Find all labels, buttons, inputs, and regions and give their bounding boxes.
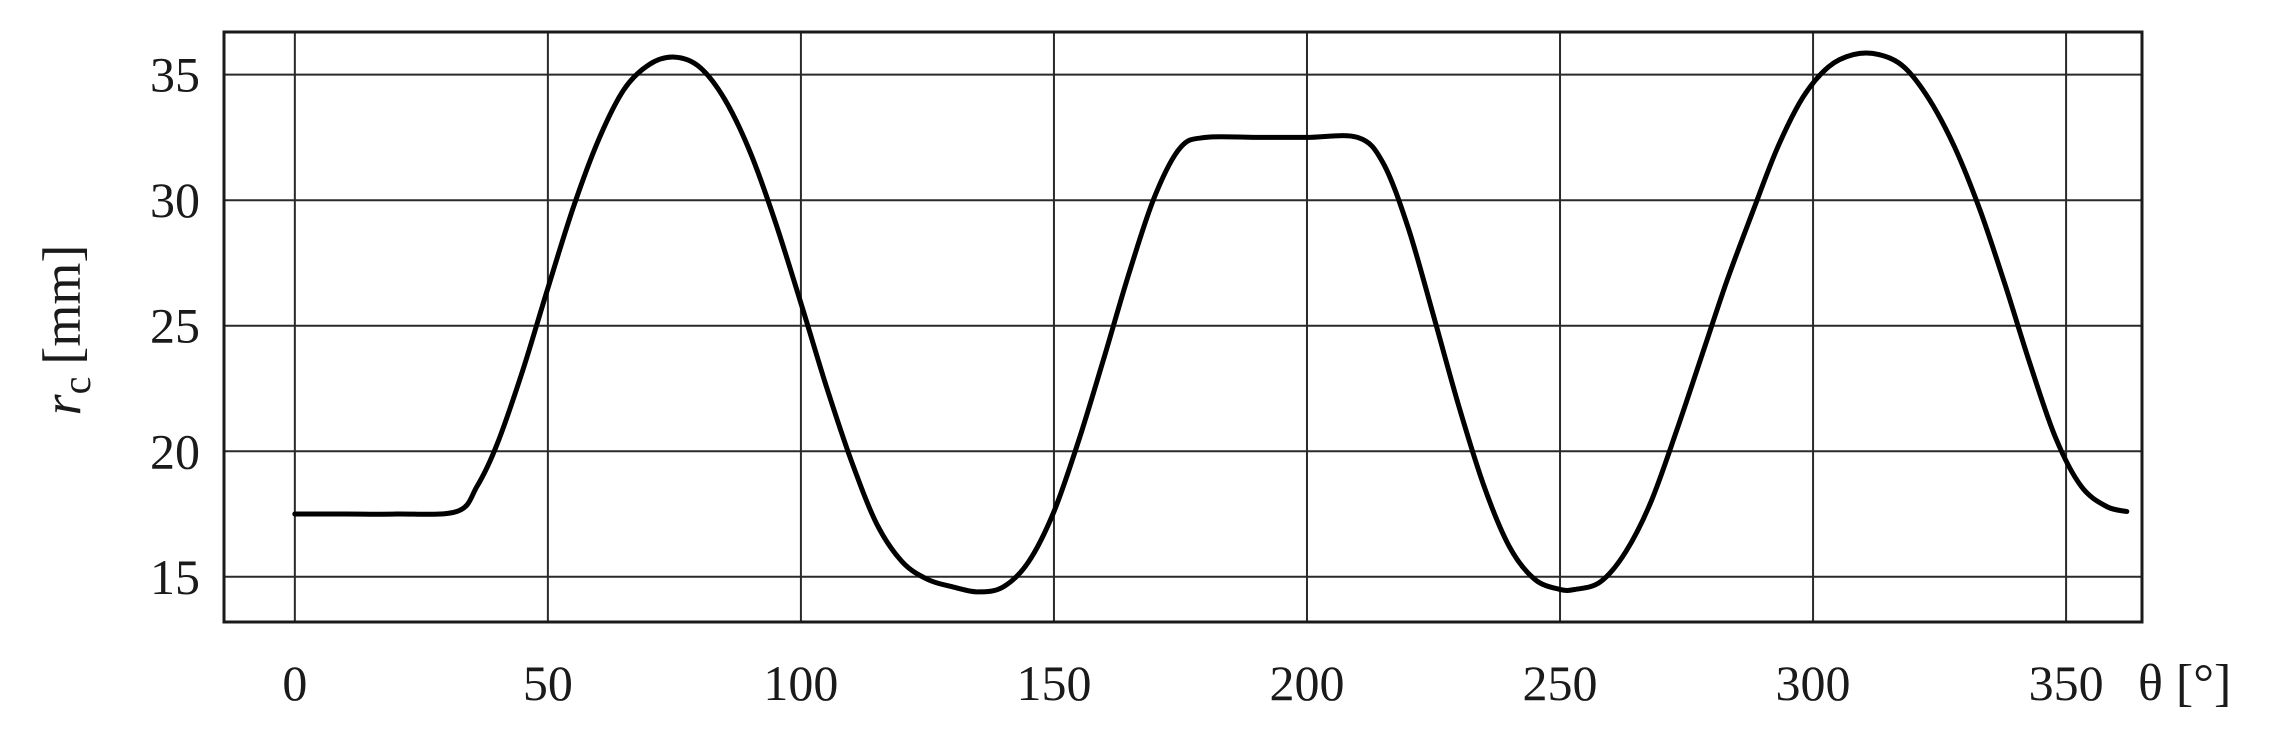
y-axis-label-unit: [mm]	[32, 245, 92, 365]
x-axis-label: θ [°]	[2138, 655, 2231, 712]
x-tick-label: 100	[763, 655, 838, 711]
y-tick-label: 25	[150, 298, 200, 354]
y-axis-label-symbol: r	[32, 393, 92, 415]
x-tick-label: 50	[523, 655, 573, 711]
y-tick-label: 20	[150, 423, 200, 479]
x-tick-label: 150	[1016, 655, 1091, 711]
x-tick-label: 0	[282, 655, 307, 711]
x-tick-label: 200	[1269, 655, 1344, 711]
x-tick-label: 350	[2029, 655, 2104, 711]
series-line-rc	[292, 50, 2130, 595]
x-tick-label: 250	[1523, 655, 1598, 711]
x-tick-labels: 0 50 100 150 200 250 300 350	[282, 655, 2103, 711]
y-axis-label-subscript: c	[54, 377, 99, 395]
y-tick-labels: 15 20 25 30 35	[150, 47, 200, 605]
grid	[224, 32, 2142, 622]
x-tick-label: 300	[1776, 655, 1851, 711]
plot-frame	[222, 30, 2144, 624]
y-tick-label: 30	[150, 172, 200, 228]
y-axis-label: rc [mm]	[32, 245, 99, 416]
y-tick-label: 15	[150, 549, 200, 605]
y-tick-label: 35	[150, 47, 200, 103]
